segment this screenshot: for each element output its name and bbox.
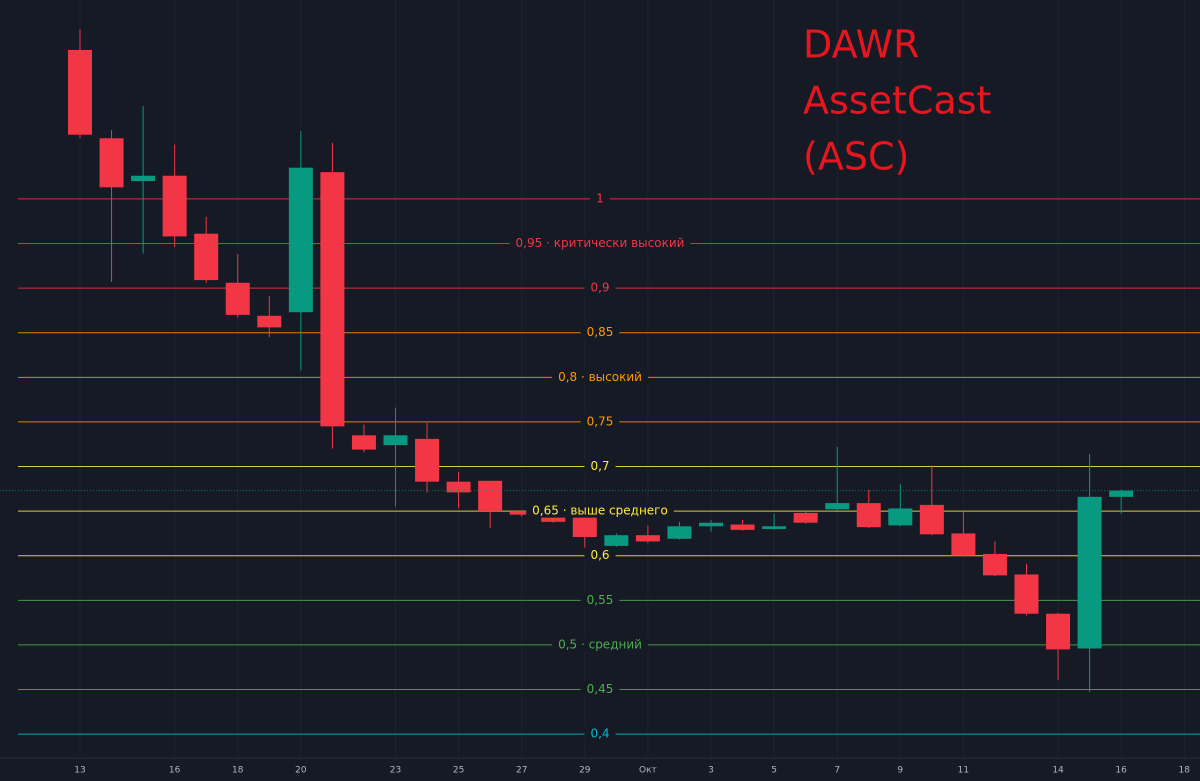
level-label: 0,45 xyxy=(587,682,614,696)
candle-body xyxy=(1046,613,1071,650)
candle-body xyxy=(351,435,376,450)
candle-body xyxy=(793,512,818,523)
candle-body xyxy=(1109,490,1134,497)
x-tick-label: 23 xyxy=(390,766,401,776)
level-label: 0,7 xyxy=(590,459,609,473)
chart-title: AssetCast xyxy=(803,79,991,123)
candle-body xyxy=(888,508,913,526)
level-label: 0,55 xyxy=(587,593,614,607)
candle-body xyxy=(982,553,1007,576)
x-tick-label: 7 xyxy=(834,766,840,776)
candle-body xyxy=(509,511,534,515)
candle-body xyxy=(730,524,755,530)
level-label-bg xyxy=(552,369,648,384)
candle-body xyxy=(604,535,629,546)
x-tick-label: 9 xyxy=(897,766,903,776)
x-tick-label: 25 xyxy=(453,766,464,776)
candle-body xyxy=(68,49,92,135)
level-label: 0,6 xyxy=(590,548,609,562)
x-tick-label: 5 xyxy=(771,766,777,776)
candle-body xyxy=(162,175,187,237)
level-label: 1 xyxy=(596,191,604,205)
level-label-group: 0,9 xyxy=(584,280,616,295)
candle-body xyxy=(446,481,471,493)
level-label-group: 0,95 · критически высокий xyxy=(509,236,691,251)
level-label-group: 0,7 xyxy=(584,459,616,474)
level-label-bg xyxy=(526,503,674,518)
x-tick-label: 3 xyxy=(708,766,714,776)
x-tick-label: 27 xyxy=(516,766,527,776)
level-label-bg xyxy=(584,548,616,563)
candle-body xyxy=(99,138,124,188)
chart-title: (ASC) xyxy=(803,135,909,179)
candle-body xyxy=(194,233,219,281)
candle-body xyxy=(919,504,944,535)
level-label-bg xyxy=(580,682,620,697)
level-label-bg xyxy=(580,592,620,607)
candle-body xyxy=(699,522,723,527)
x-tick-label: 29 xyxy=(579,766,591,776)
level-label-bg xyxy=(590,191,610,206)
level-label-group: 0,85 xyxy=(580,325,620,340)
x-tick-label: 18 xyxy=(232,766,244,776)
candle-body xyxy=(762,526,787,529)
level-label: 0,9 xyxy=(590,281,609,295)
candle-body xyxy=(951,533,976,556)
candle-body xyxy=(667,526,692,539)
candle-body xyxy=(856,503,881,528)
candle-body xyxy=(131,175,156,182)
level-label-bg xyxy=(580,414,620,429)
level-label: 0,4 xyxy=(590,727,609,741)
level-label-group: 0,5 · средний xyxy=(552,637,648,652)
level-label-bg xyxy=(552,637,648,652)
x-tick-label: 13 xyxy=(74,766,85,776)
level-label-group: 0,8 · высокий xyxy=(552,369,648,384)
level-label-group: 0,45 xyxy=(580,682,620,697)
candle-body xyxy=(320,172,345,427)
candle-body xyxy=(478,480,503,512)
level-label-bg xyxy=(584,459,616,474)
candle-body xyxy=(541,514,566,522)
level-label: 0,95 · критически высокий xyxy=(516,236,685,250)
candle-body xyxy=(383,435,408,446)
chart-title: DAWR xyxy=(803,23,920,67)
x-tick-label: 14 xyxy=(1052,766,1064,776)
level-label: 0,8 · высокий xyxy=(558,370,642,384)
candle-body xyxy=(1077,496,1102,649)
level-label-bg xyxy=(584,280,616,295)
candle-body xyxy=(825,503,850,510)
level-label-bg xyxy=(580,325,620,340)
level-label: 0,65 · выше среднего xyxy=(532,504,668,518)
candle-body xyxy=(572,517,597,537)
level-label: 0,5 · средний xyxy=(558,637,642,651)
x-tick-label: 11 xyxy=(958,766,969,776)
x-tick-label: Окт xyxy=(639,766,657,776)
level-label: 0,75 xyxy=(587,414,614,428)
level-label-group: 1 xyxy=(590,191,610,206)
level-label-bg xyxy=(584,726,616,741)
x-tick-label: 16 xyxy=(169,766,181,776)
level-label-group: 0,4 xyxy=(584,726,616,741)
level-label: 0,85 xyxy=(587,325,614,339)
level-label-group: 0,6 xyxy=(584,548,616,563)
level-label-bg xyxy=(509,236,691,251)
x-tick-label: 16 xyxy=(1115,766,1127,776)
candle-body xyxy=(1014,574,1039,614)
candle-body xyxy=(288,167,313,313)
candle-body xyxy=(257,315,282,328)
candle-body xyxy=(225,282,250,315)
candle-body xyxy=(635,535,660,542)
candle-body xyxy=(415,438,440,482)
x-tick-label: 20 xyxy=(295,766,307,776)
level-label-group: 0,65 · выше среднего xyxy=(526,503,674,518)
level-label-group: 0,75 xyxy=(580,414,620,429)
x-tick-label: 18 xyxy=(1179,766,1191,776)
level-label-group: 0,55 xyxy=(580,592,620,607)
